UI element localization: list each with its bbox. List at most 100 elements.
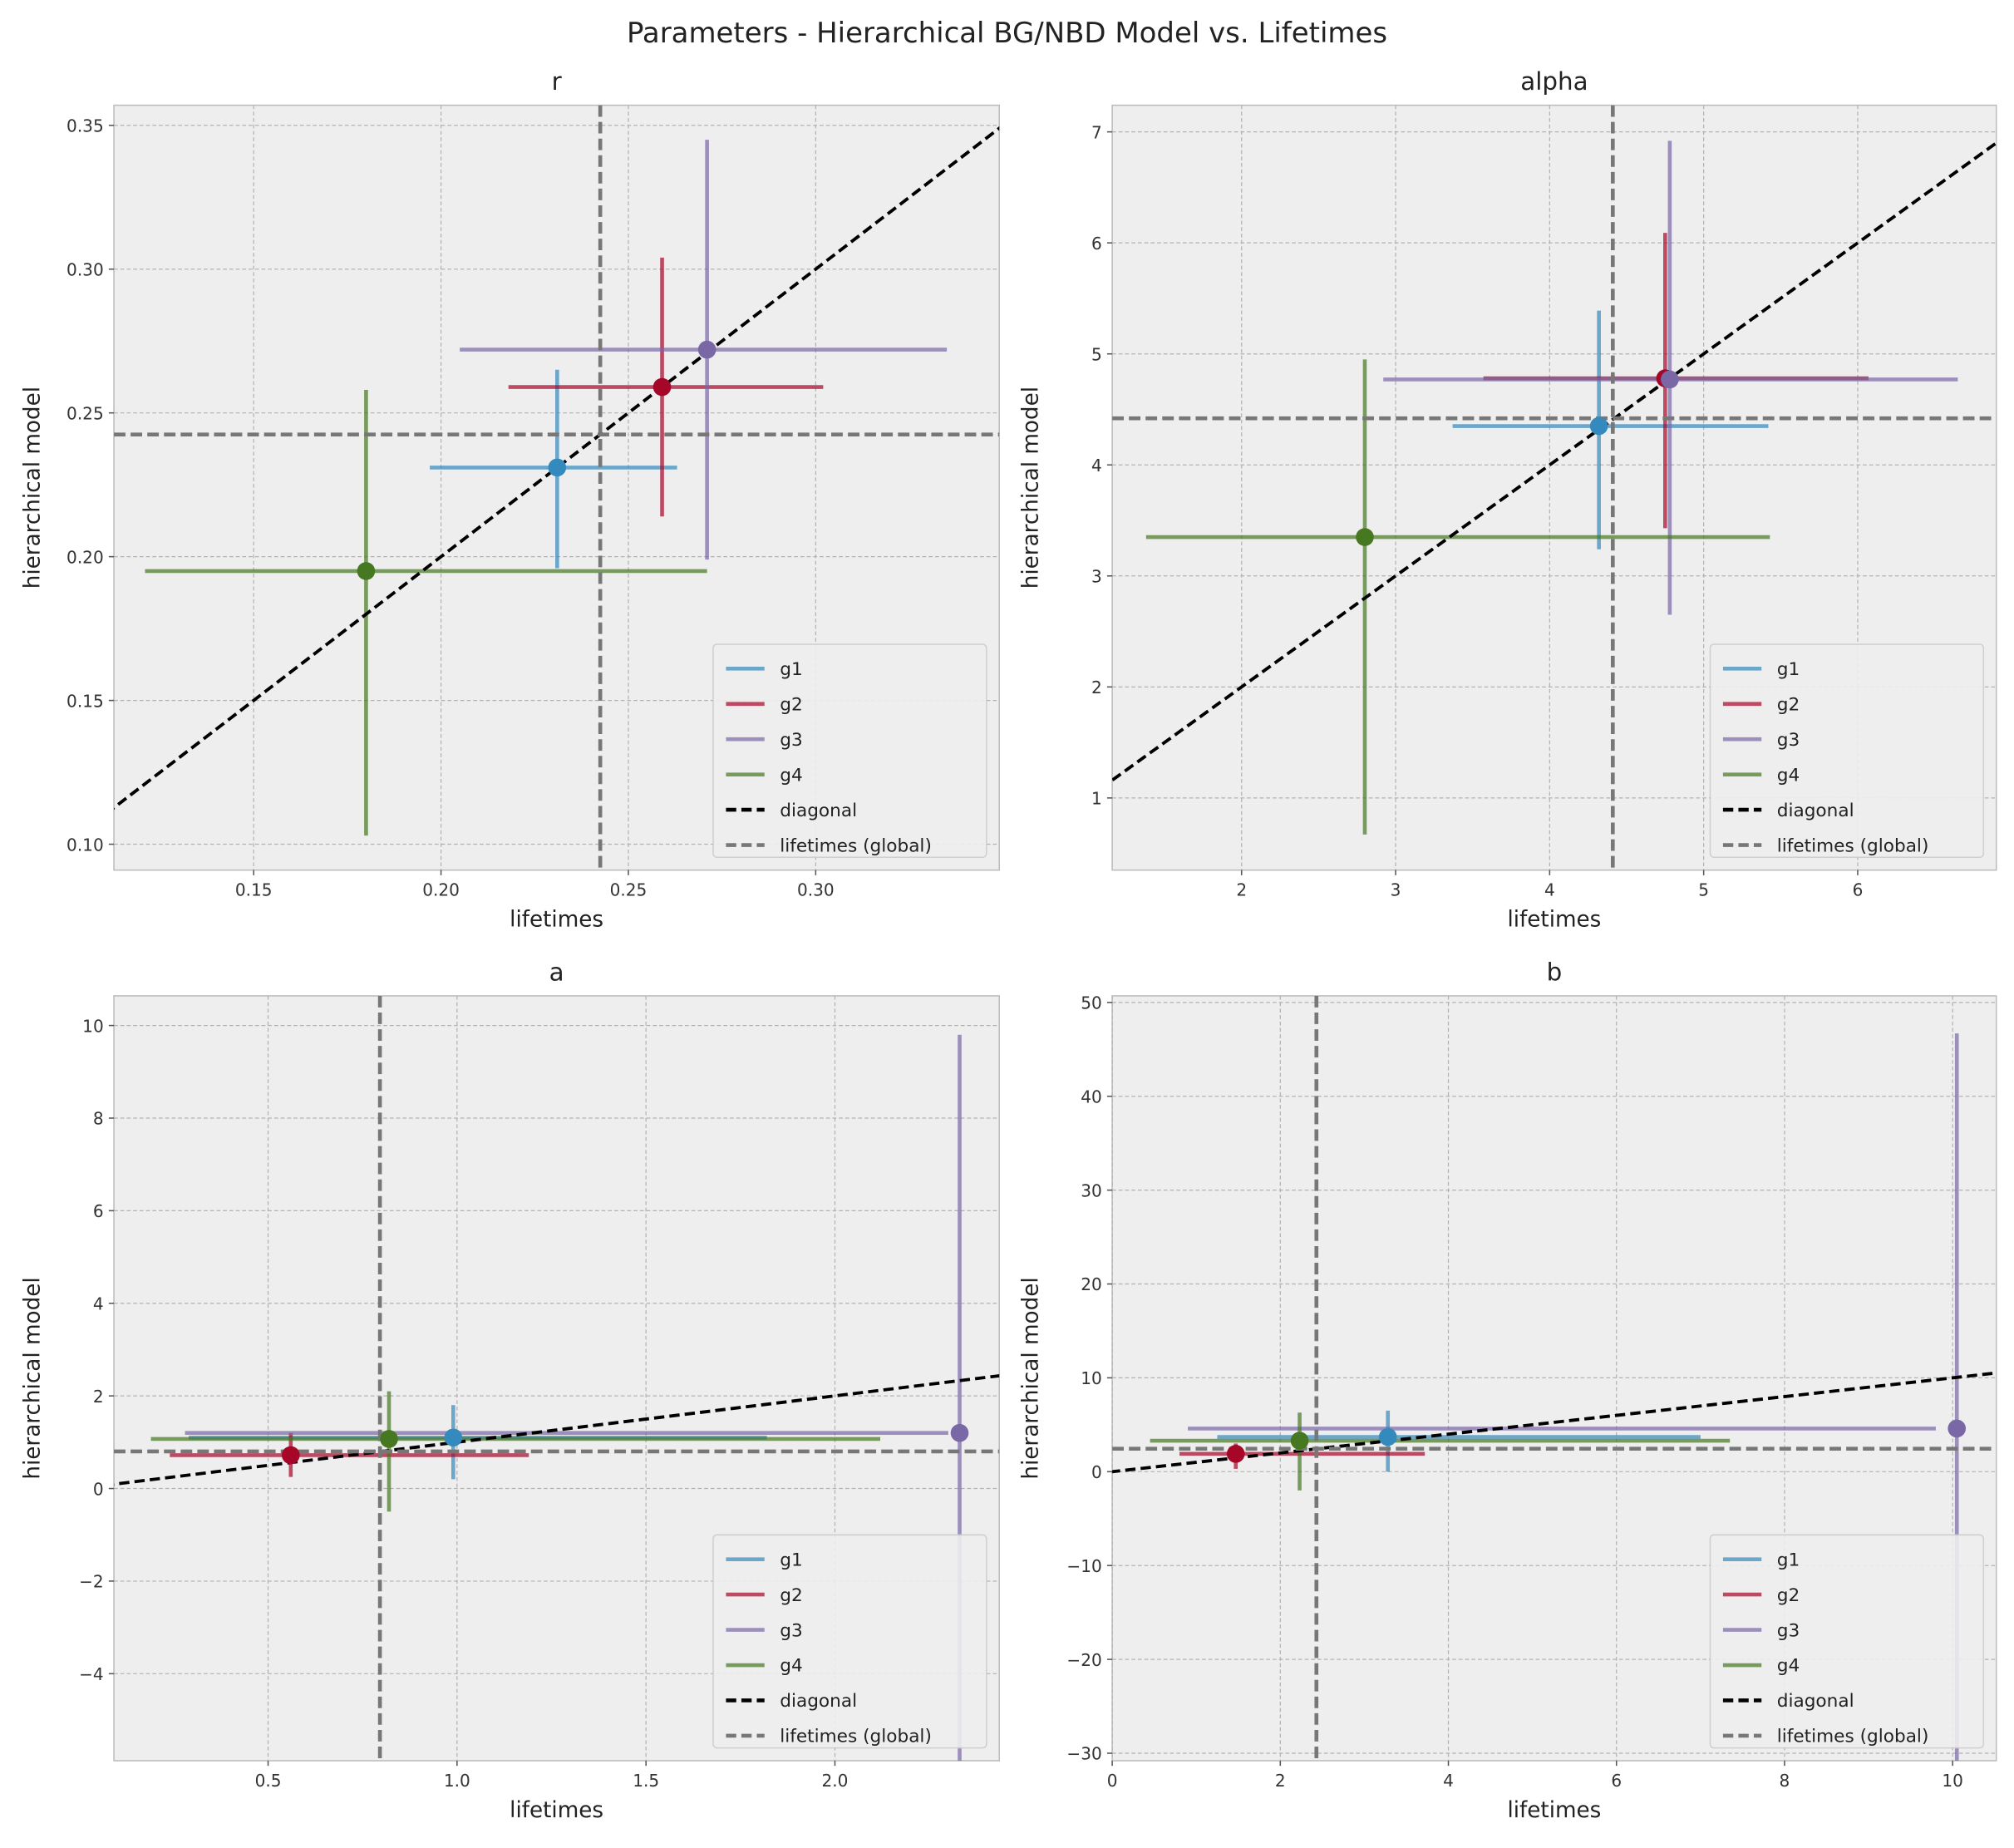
plot-content bbox=[1112, 105, 1997, 870]
point-g1 bbox=[1589, 416, 1608, 436]
legend-label: lifetimes (global) bbox=[780, 835, 932, 856]
y-axis-label: hierarchical model bbox=[1019, 1277, 1044, 1479]
panel-r: 0.15 0.20 0.25 0.30 0.10 0.15 0.20 0.25 0.30 0.35… bbox=[21, 67, 1001, 933]
figure-title: Parameters - Hierarchical BG/NBD Model v… bbox=[627, 17, 1387, 50]
x-tick-label: 0.5 bbox=[255, 1771, 282, 1791]
panel-title: a bbox=[549, 958, 564, 986]
point-g4 bbox=[1356, 528, 1374, 546]
y-tick-label: −4 bbox=[79, 1664, 104, 1684]
y-tick-label: 50 bbox=[1081, 993, 1102, 1013]
panel-title: alpha bbox=[1520, 67, 1588, 96]
y-tick-label: 40 bbox=[1081, 1087, 1102, 1106]
point-g4 bbox=[357, 562, 376, 580]
panel-title: r bbox=[552, 67, 563, 96]
legend-label: g1 bbox=[1777, 1550, 1800, 1570]
x-tick-label: 0.15 bbox=[235, 880, 273, 900]
panel-alpha: 2 3 4 5 6 1 2 3 4 5 6 7 alpha lifetimes hierarchical m… bbox=[1019, 67, 1997, 933]
x-tick-label: 0.25 bbox=[610, 880, 648, 900]
legend-label: g1 bbox=[780, 659, 802, 680]
x-tick-label: 2 bbox=[1275, 1771, 1286, 1791]
x-tick-label: 5 bbox=[1698, 880, 1709, 900]
legend-label: diagonal bbox=[780, 801, 857, 821]
y-tick-label: 0.30 bbox=[66, 259, 104, 279]
x-tick-label: 2.0 bbox=[822, 1771, 849, 1791]
x-tick-label: 0.30 bbox=[797, 880, 835, 900]
y-tick-label: −2 bbox=[79, 1572, 104, 1592]
legend-box bbox=[712, 1534, 987, 1749]
x-tick-label: 4 bbox=[1544, 880, 1555, 900]
x-tick-label: 2 bbox=[1236, 880, 1247, 900]
legend-box bbox=[1709, 1534, 1985, 1749]
legend-label: g3 bbox=[780, 1620, 802, 1641]
legend-label: lifetimes (global) bbox=[1777, 835, 1929, 856]
legend-label: lifetimes (global) bbox=[780, 1727, 932, 1747]
y-tick-label: 30 bbox=[1081, 1180, 1102, 1200]
legend-label: diagonal bbox=[1777, 1691, 1854, 1712]
y-tick-label: 5 bbox=[1091, 344, 1102, 364]
y-tick-label: 4 bbox=[1091, 456, 1102, 476]
legend: g1 g2 g3 g4 diagonal lifetimes (global) bbox=[712, 1534, 987, 1749]
point-g3 bbox=[1948, 1419, 1967, 1438]
y-tick-label: 8 bbox=[93, 1109, 104, 1129]
y-tick-label: −10 bbox=[1066, 1556, 1101, 1576]
x-axis-label: lifetimes bbox=[1507, 1798, 1601, 1823]
legend: g1 g2 g3 g4 diagonal lifetimes (global) bbox=[1709, 643, 1985, 858]
diagonal-line bbox=[1112, 140, 1997, 782]
y-tick-label: 0.20 bbox=[66, 547, 104, 567]
x-tick-label: 0.20 bbox=[422, 880, 460, 900]
legend-label: diagonal bbox=[1777, 801, 1854, 821]
point-g4 bbox=[1290, 1432, 1309, 1450]
legend: g1 g2 g3 g4 diagonal lifetimes (global) bbox=[1709, 1534, 1985, 1749]
y-tick-label: 10 bbox=[82, 1016, 104, 1036]
y-tick-label: 6 bbox=[1091, 234, 1102, 254]
legend-label: g4 bbox=[780, 1656, 802, 1677]
legend-label: g1 bbox=[1777, 659, 1800, 680]
y-axis-label: hierarchical model bbox=[21, 1277, 46, 1479]
y-tick-label: 10 bbox=[1081, 1368, 1102, 1388]
x-tick-label: 10 bbox=[1942, 1771, 1963, 1791]
point-g4 bbox=[380, 1430, 398, 1448]
legend-label: g2 bbox=[1777, 1585, 1800, 1606]
x-tick-label: 0 bbox=[1107, 1771, 1118, 1791]
point-g3 bbox=[1661, 370, 1679, 389]
point-g1 bbox=[548, 458, 567, 477]
y-tick-label: 4 bbox=[93, 1294, 104, 1313]
point-g3 bbox=[950, 1423, 969, 1442]
diagonal-line bbox=[114, 1373, 1000, 1486]
legend-box bbox=[1709, 643, 1985, 858]
y-tick-label: 7 bbox=[1091, 122, 1102, 142]
legend-label: g4 bbox=[780, 765, 802, 786]
point-g2 bbox=[282, 1446, 300, 1465]
diagonal-line bbox=[114, 126, 1000, 811]
y-axis-label: hierarchical model bbox=[21, 387, 46, 589]
point-g1 bbox=[1378, 1427, 1397, 1446]
legend-label: g4 bbox=[1777, 765, 1800, 786]
x-axis-label: lifetimes bbox=[510, 1798, 603, 1823]
x-tick-label: 6 bbox=[1853, 880, 1864, 900]
x-tick-label: 4 bbox=[1443, 1771, 1454, 1791]
legend-label: g3 bbox=[1777, 1620, 1800, 1641]
y-tick-label: −20 bbox=[1066, 1650, 1101, 1670]
legend: g1 g2 g3 g4 diagonal lifetimes (global) bbox=[712, 643, 987, 858]
legend-label: diagonal bbox=[780, 1691, 857, 1712]
legend-label: g2 bbox=[780, 1585, 802, 1606]
legend-label: g4 bbox=[1777, 1656, 1800, 1677]
y-tick-label: 20 bbox=[1081, 1274, 1102, 1294]
y-tick-label: 6 bbox=[93, 1201, 104, 1221]
legend-box bbox=[712, 643, 987, 858]
y-tick-label: 0.25 bbox=[66, 403, 104, 423]
y-tick-label: 0.35 bbox=[66, 116, 104, 136]
point-g2 bbox=[652, 377, 672, 397]
y-tick-label: 0 bbox=[93, 1479, 104, 1499]
y-tick-label: 0.15 bbox=[66, 691, 104, 711]
x-tick-label: 8 bbox=[1780, 1771, 1790, 1791]
x-axis-label: lifetimes bbox=[1507, 908, 1601, 933]
legend-label: g2 bbox=[1777, 694, 1800, 715]
point-g2 bbox=[1226, 1445, 1245, 1463]
legend-label: lifetimes (global) bbox=[1777, 1727, 1929, 1747]
x-tick-label: 6 bbox=[1611, 1771, 1622, 1791]
y-tick-label: 0.10 bbox=[66, 835, 104, 855]
y-tick-label: 3 bbox=[1091, 567, 1102, 587]
panel-a: 0.5 1.0 1.5 2.0 −4 −2 0 2 4 6 8 10 a lifetimes hierarc… bbox=[21, 958, 1001, 1823]
